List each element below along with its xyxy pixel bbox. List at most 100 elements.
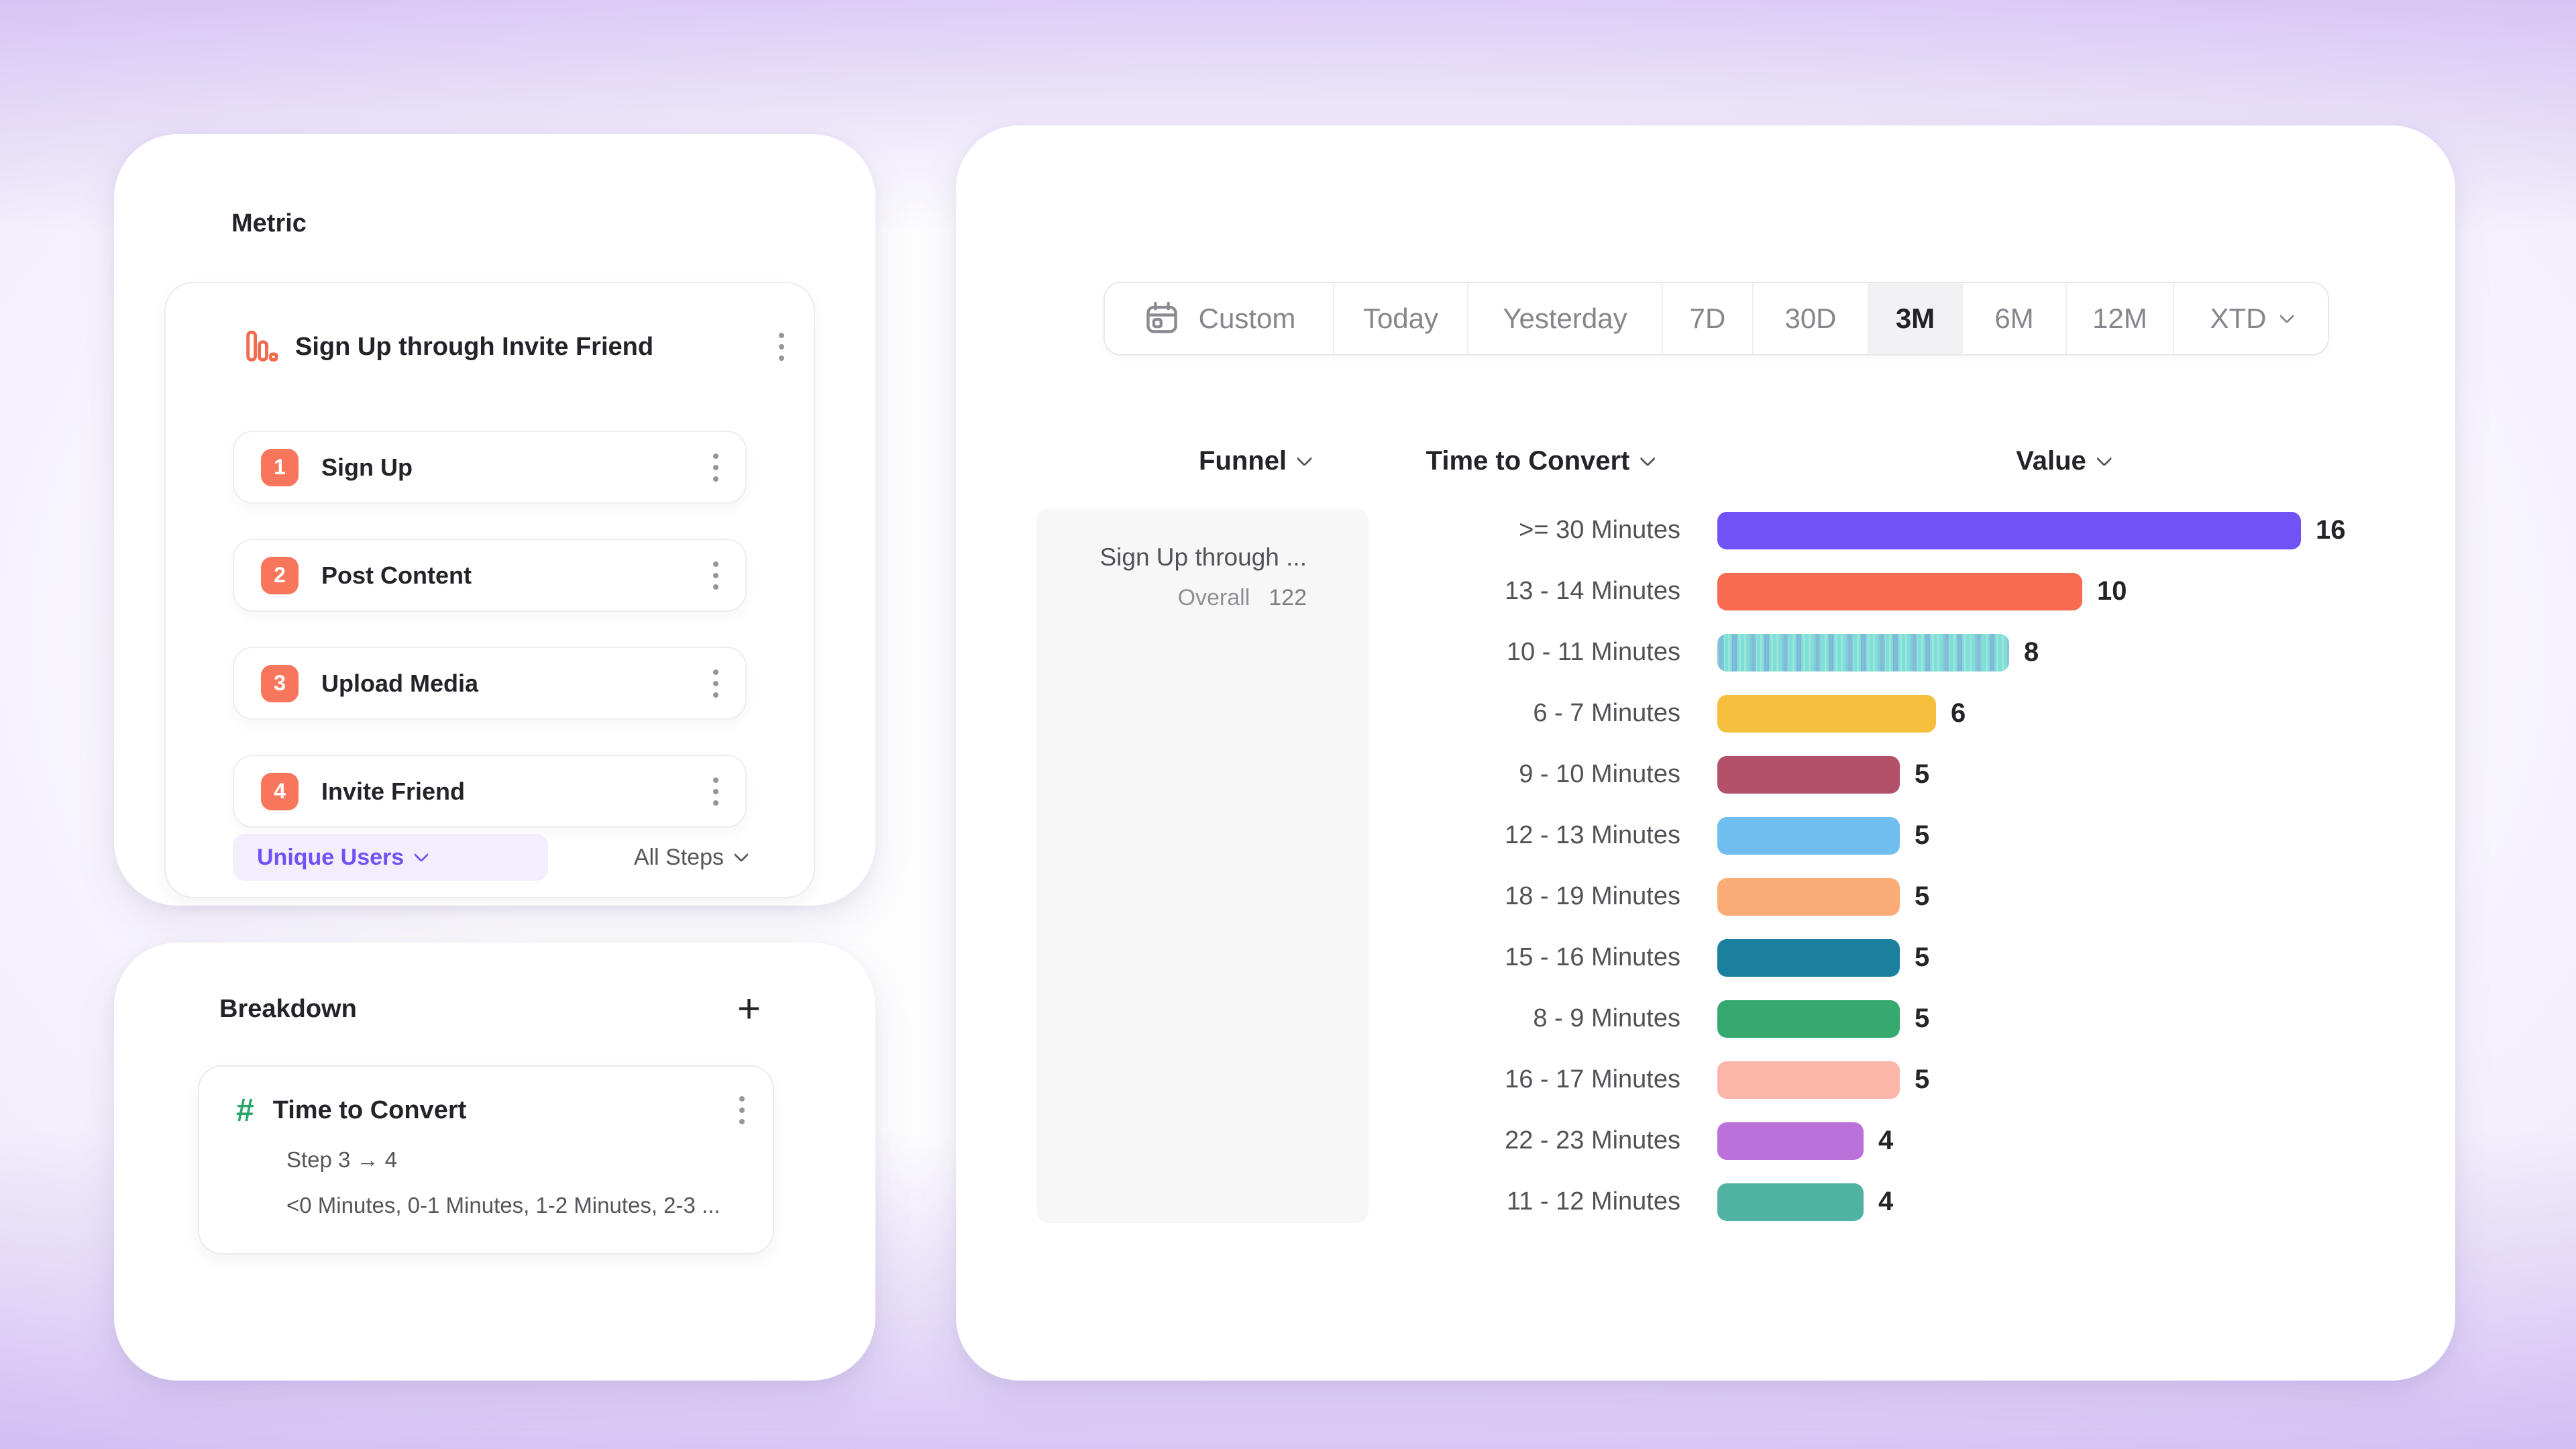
- breakdown-header: Breakdown +: [219, 986, 770, 1031]
- funnel-overall-row: Overall 122: [1057, 585, 1307, 611]
- column-header-time-to-convert[interactable]: Time to Convert: [1426, 441, 1656, 481]
- date-range-today[interactable]: Today: [1333, 283, 1467, 354]
- steps-scope-label: All Steps: [633, 844, 724, 870]
- date-range-label: Today: [1362, 303, 1439, 334]
- value-bar: [1717, 633, 2009, 672]
- bucket-label: 11 - 12 Minutes: [1506, 1187, 1680, 1216]
- step-kebab-menu[interactable]: [704, 660, 728, 707]
- value-label: 6: [1951, 698, 1966, 728]
- report-panel: Custom Today Yesterday 7D 30D 3M 6M 12M XTD Funn…: [956, 125, 2455, 1381]
- value-label: 8: [2024, 637, 2039, 667]
- funnel-metric-name: Sign Up through Invite Friend: [295, 332, 654, 361]
- bucket-label: 12 - 13 Minutes: [1505, 821, 1680, 849]
- bucket-label: 8 - 9 Minutes: [1533, 1004, 1680, 1032]
- step-kebab-menu[interactable]: [704, 552, 728, 599]
- funnel-metric-header[interactable]: Sign Up through Invite Friend: [166, 310, 814, 384]
- chevron-down-icon: [1639, 449, 1656, 467]
- breakdown-buckets: <0 Minutes, 0-1 Minutes, 1-2 Minutes, 2-…: [286, 1193, 720, 1218]
- column-header-funnel[interactable]: Funnel: [1199, 441, 1313, 481]
- date-range-3m[interactable]: 3M: [1868, 283, 1962, 354]
- step-number-badge: 1: [261, 448, 299, 486]
- funnel-group-cell: Sign Up through ... Overall 122: [1036, 508, 1368, 1223]
- column-header-value[interactable]: Value: [2016, 441, 2112, 481]
- calendar-icon: [1146, 301, 1177, 333]
- date-range-6m[interactable]: 6M: [1962, 283, 2065, 354]
- bucket-label: 18 - 19 Minutes: [1505, 882, 1680, 910]
- date-range-xtd[interactable]: XTD: [2173, 283, 2328, 354]
- value-label: 5: [1915, 820, 1930, 850]
- date-range-label: 3M: [1895, 303, 1935, 334]
- date-range-label: XTD: [2210, 303, 2267, 334]
- value-bar: [1717, 755, 1900, 794]
- value-bar: [1717, 1122, 1864, 1160]
- funnel-group-title: Sign Up through ...: [1099, 543, 1307, 571]
- bucket-label: 10 - 11 Minutes: [1506, 638, 1680, 666]
- value-bar: [1717, 938, 1900, 977]
- metric-kebab-menu[interactable]: [769, 323, 794, 370]
- chart-row: 8 - 9 Minutes 5: [1395, 988, 2346, 1049]
- chevron-down-icon: [2279, 308, 2294, 324]
- breakdown-bar-chart: >= 30 Minutes 16 13 - 14 Minutes 10 10 - 11 …: [1395, 500, 2346, 1232]
- breakdown-item-header: # Time to Convert: [199, 1087, 773, 1134]
- step-label: Invite Friend: [321, 777, 466, 805]
- metric-panel: Metric Sign Up through Invite Friend 1 Si…: [114, 134, 875, 906]
- step-label: Post Content: [321, 561, 472, 589]
- value-bar: [1717, 1061, 1900, 1099]
- step-label: Sign Up: [321, 453, 413, 481]
- date-range-30d[interactable]: 30D: [1752, 283, 1868, 354]
- column-headers: Funnel Time to Convert Value: [956, 441, 2455, 481]
- chart-row: 22 - 23 Minutes 4: [1395, 1110, 2346, 1171]
- value-bar: [1717, 694, 1936, 733]
- chevron-down-icon: [1296, 449, 1313, 467]
- breakdown-property-name: Time to Convert: [272, 1095, 467, 1124]
- date-range-label: 30D: [1784, 303, 1837, 334]
- funnel-step-4[interactable]: 4 Invite Friend: [233, 755, 747, 828]
- breakdown-step-range: Step 3 → 4: [286, 1147, 398, 1172]
- value-bar: [1717, 816, 1900, 855]
- date-range-yesterday[interactable]: Yesterday: [1467, 283, 1662, 354]
- chart-row: 18 - 19 Minutes 5: [1395, 866, 2346, 927]
- step-kebab-menu[interactable]: [704, 768, 728, 815]
- value-label: 10: [2097, 576, 2127, 606]
- value-bar: [1717, 1183, 1864, 1221]
- step-number-badge: 4: [261, 772, 299, 810]
- value-label: 5: [1915, 881, 1930, 911]
- step-kebab-menu[interactable]: [704, 444, 728, 491]
- chart-row: 11 - 12 Minutes 4: [1395, 1171, 2346, 1232]
- funnel-step-2[interactable]: 2 Post Content: [233, 539, 747, 612]
- date-range-picker: Custom Today Yesterday 7D 30D 3M 6M 12M XTD: [1104, 282, 2329, 356]
- breakdown-kebab-menu[interactable]: [730, 1087, 754, 1134]
- counting-method-dropdown[interactable]: Unique Users: [233, 834, 548, 881]
- metric-section-title: Metric: [231, 209, 307, 237]
- funnel-metric-widget: Sign Up through Invite Friend 1 Sign Up 2 P…: [164, 282, 815, 898]
- steps-scope-dropdown[interactable]: All Steps: [633, 844, 749, 871]
- value-label: 5: [1915, 1004, 1930, 1033]
- chart-row: 12 - 13 Minutes 5: [1395, 805, 2346, 866]
- bucket-label: 9 - 10 Minutes: [1519, 760, 1680, 788]
- date-range-custom[interactable]: Custom: [1105, 283, 1333, 354]
- breakdown-section-title: Breakdown: [219, 994, 357, 1023]
- value-bar: [1717, 877, 1900, 916]
- date-range-label: 12M: [2092, 303, 2147, 334]
- value-bar: [1717, 1000, 1900, 1038]
- step-number-badge: 3: [261, 664, 299, 702]
- breakdown-panel: Breakdown + # Time to Convert Step 3 → 4…: [114, 943, 875, 1381]
- chart-row: 16 - 17 Minutes 5: [1395, 1049, 2346, 1110]
- hash-icon: #: [236, 1092, 254, 1128]
- funnel-steps-list: 1 Sign Up 2 Post Content 3 Upload Media 4 Invit…: [233, 396, 747, 828]
- bar-chart-icon: [246, 330, 278, 362]
- chart-row: 13 - 14 Minutes 10: [1395, 561, 2346, 622]
- value-label: 4: [1878, 1187, 1894, 1216]
- value-label: 16: [2316, 515, 2346, 545]
- breakdown-item-card[interactable]: # Time to Convert Step 3 → 4 <0 Minutes,…: [198, 1065, 774, 1254]
- add-breakdown-button[interactable]: +: [737, 986, 761, 1031]
- step-number-badge: 2: [261, 556, 299, 594]
- date-range-7d[interactable]: 7D: [1662, 283, 1752, 354]
- funnel-step-1[interactable]: 1 Sign Up: [233, 431, 747, 504]
- funnel-step-3[interactable]: 3 Upload Media: [233, 647, 747, 720]
- value-label: 4: [1878, 1126, 1894, 1155]
- date-range-12m[interactable]: 12M: [2065, 283, 2173, 354]
- chevron-down-icon: [2096, 449, 2112, 467]
- chart-row: >= 30 Minutes 16: [1395, 500, 2346, 561]
- date-range-label: 6M: [1994, 303, 2034, 334]
